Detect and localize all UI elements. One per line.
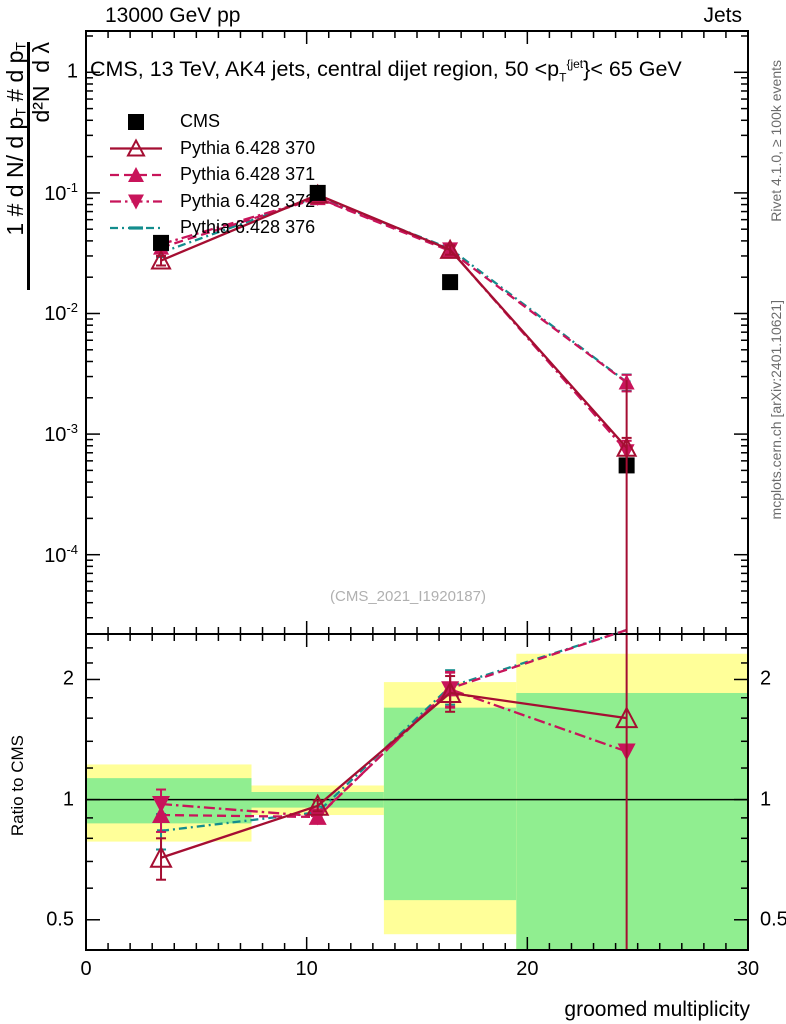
legend-marker-3	[128, 194, 144, 210]
main-marker-cms	[442, 274, 459, 291]
fraction-bar	[27, 42, 30, 290]
x-tick-label: 10	[295, 958, 318, 980]
legend-marker-2	[128, 167, 144, 182]
ratio-tick-label-left: 1	[62, 788, 74, 811]
main-marker-p370	[439, 238, 461, 259]
main-marker-p370	[150, 249, 172, 270]
main-series-line-p370	[160, 193, 628, 449]
ratio-tick-label-left: 2	[62, 667, 74, 690]
ratio-marker-p372	[308, 808, 327, 826]
legend-label-1[interactable]: Pythia 6.428 370	[180, 137, 316, 158]
ratio-band-green-3	[516, 692, 748, 950]
ratio-series-line-p372	[160, 687, 628, 818]
header-collision-energy: 13000 GeV pp	[105, 4, 241, 27]
ratio-marker-p372	[152, 796, 171, 814]
header-analysis-category: Jets	[703, 4, 742, 27]
y-tick-label: 10-3	[44, 421, 78, 446]
legend-marker-4	[129, 226, 143, 230]
y-tick-label: 1	[66, 60, 78, 83]
main-marker-cms	[153, 234, 170, 251]
plot-title-tail: }< 65 GeV	[583, 57, 682, 82]
y-tick-label: 10-1	[44, 180, 78, 205]
ratio-band-green-2	[383, 707, 517, 901]
x-tick-label: 30	[736, 958, 760, 980]
y-tick-label: 10-2	[44, 300, 78, 326]
ratio-series-line-p370	[160, 691, 627, 859]
ratio-marker-p370	[438, 680, 462, 703]
ratio-tick-label-right: 1	[760, 788, 772, 811]
legend-label-2[interactable]: Pythia 6.428 371	[180, 164, 316, 184]
ratio-series-line-p371	[161, 628, 627, 819]
ratio-marker-p370	[149, 845, 173, 868]
analysis-id-watermark: (CMS_2021_I1920187)	[330, 588, 486, 605]
ratio-band-green-0	[86, 778, 252, 824]
legend-label-0[interactable]: CMS	[180, 111, 220, 131]
plot-title-main: CMS, 13 TeV, AK4 jets, central dijet reg…	[90, 57, 560, 82]
ratio-tick-label-right: 0.5	[760, 908, 786, 931]
plot-title: CMS, 13 TeV, AK4 jets, central dijet reg…	[90, 57, 682, 84]
plot-title-sub: T	[559, 70, 567, 85]
y-axis-label: d²N d λ 1 # d N/ d pT # d pT	[0, 40, 68, 290]
y-tick-label: 10-4	[44, 541, 78, 567]
legend-marker-0	[128, 114, 144, 130]
ratio-tick-label-right: 2	[760, 667, 772, 690]
legend-label-4[interactable]: Pythia 6.428 376	[180, 217, 316, 237]
x-tick-label: 20	[516, 958, 539, 980]
x-tick-label: 0	[80, 958, 92, 980]
ratio-tick-label-left: 0.5	[46, 908, 74, 931]
plot-title-sup: {jet	[566, 57, 584, 71]
legend-marker-1	[126, 138, 146, 157]
ratio-marker-p370	[306, 793, 330, 816]
x-axis-label: groomed multiplicity	[564, 998, 750, 1021]
legend-label-3[interactable]: Pythia 6.428 372	[180, 190, 316, 211]
main-marker-cms	[309, 184, 326, 201]
